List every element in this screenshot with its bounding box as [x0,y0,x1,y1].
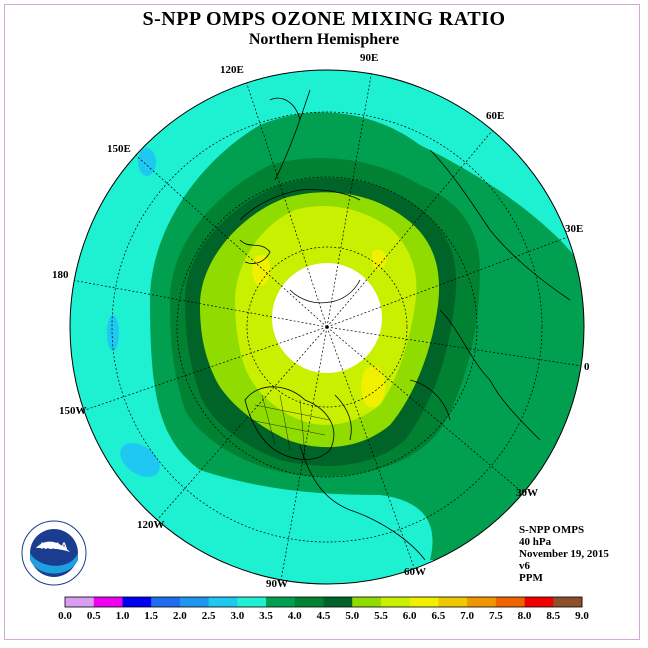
map-title: S-NPP OMPS OZONE MIXING RATIO [142,8,506,30]
colorbar-tick-label: 1.5 [144,610,158,622]
lon-label-120e: 120E [220,64,244,76]
colorbar-swatch [266,597,296,607]
noaa-logo: NOAA [21,520,87,586]
colorbar-tick-label: 9.0 [575,610,589,622]
colorbar-labels: 0.0 0.5 1.0 1.5 2.0 2.5 3.0 3.5 4.0 4.5 5.0 5.5 6.0 6… [58,610,589,622]
noaa-logo-text: NOAA [41,541,68,551]
lon-label-30e: 30E [565,223,583,235]
colorbar-swatch [380,597,411,607]
colorbar-tick-label: 0.5 [87,610,101,622]
ozone-band-6.5 [372,249,387,270]
lon-label-90e: 90E [360,52,378,64]
colorbar-swatch [438,597,468,607]
info-date: November 19, 2015 [519,548,609,560]
colorbar-swatch [122,597,152,607]
lon-label-150w: 150W [59,405,87,417]
colorbar-swatch [294,597,324,607]
colorbar-tick-label: 3.0 [230,610,244,622]
colorbar-tick-label: 4.0 [288,610,302,622]
lon-label-60w: 60W [404,566,426,578]
coastlines [239,89,571,561]
map-boundary [69,69,585,585]
colorbar-tick-label: 2.5 [202,610,216,622]
info-level: 40 hPa [519,536,552,548]
ozone-band-6.5 [361,366,386,408]
colorbar-tick-label: 8.0 [518,610,532,622]
lon-label-30w: 30W [516,487,538,499]
map-subtitle: Northern Hemisphere [248,31,400,48]
ozone-band-3.0 [120,442,160,478]
lon-label-180: 180 [52,269,69,281]
colorbar-tick-label: 0.0 [58,610,72,622]
lon-label-60e: 60E [486,110,504,122]
lon-label-0: 0 [584,361,590,373]
colorbar-border [64,596,583,608]
colorbar-tick-label: 6.5 [432,610,446,622]
colorbar-tick-label: 7.5 [489,610,503,622]
colorbar-swatch [237,597,267,607]
figure-frame [4,4,640,640]
graticule [71,70,583,581]
colorbar-tick-label: 1.0 [116,610,130,622]
colorbar-swatch [93,597,123,607]
lon-label-90w: 90W [266,578,288,590]
colorbar-tick-label: 7.0 [460,610,474,622]
lon-label-150e: 150E [107,143,131,155]
colorbar-swatch [179,597,210,607]
state-grid [249,394,331,456]
colorbar-tick-label: 8.5 [546,610,560,622]
colorbar-tick-label: 3.5 [259,610,273,622]
ozone-band-3.0 [107,315,119,351]
colorbar-swatch [409,597,439,607]
colorbar-tick-label: 6.0 [403,610,417,622]
colorbar-tick-label: 4.5 [317,610,331,622]
colorbar-swatch [352,597,382,607]
info-instrument: S-NPP OMPS [519,524,585,536]
ozone-band-6.5 [252,254,271,286]
colorbar-swatch [553,597,583,607]
longitude-labels: 90E 60E 30E 0 30W 60W 90W 120W 150W 180 … [52,52,590,590]
colorbar-swatch [524,597,554,607]
colorbar-swatch [495,597,526,607]
colorbar-swatch [65,597,95,607]
lon-label-120w: 120W [137,519,165,531]
info-block: S-NPP OMPS 40 hPa November 19, 2015 v6 P… [519,524,609,584]
colorbar-tick-label: 5.0 [345,610,359,622]
info-units: PPM [519,572,543,584]
colorbar [64,596,583,608]
colorbar-swatch [323,597,353,607]
colorbar-swatch [151,597,181,607]
no-data-region [272,263,382,373]
colorbar-swatch [208,597,238,607]
colorbar-tick-label: 2.0 [173,610,187,622]
colorbar-tick-label: 5.5 [374,610,388,622]
colorbar-swatch [467,597,497,607]
ozone-band-3.0 [138,148,156,176]
info-version: v6 [519,560,530,572]
